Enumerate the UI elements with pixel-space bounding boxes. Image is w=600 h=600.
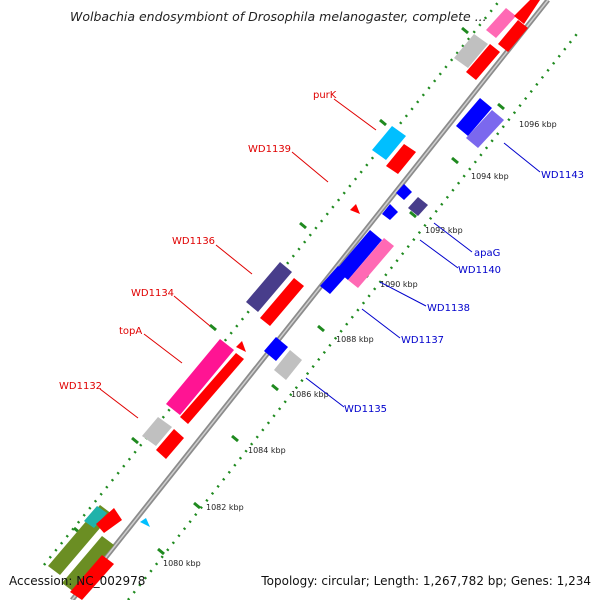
gene-label: WD1143 [541,170,584,181]
tick-label: 1094 kbp [471,172,509,181]
tick-label: 1096 kbp [519,120,557,129]
tick-label: 1082 kbp [206,503,244,512]
tick-label: 1088 kbp [336,335,374,344]
gene-label: topA [119,326,142,337]
gene-label: WD1140 [458,265,501,276]
gene-label: WD1135 [344,404,387,415]
tick-label: 1084 kbp [248,446,286,455]
bottom-strand-labels: WD1143 apaG WD1140 WD1138 WD1137 WD1135 [344,170,584,415]
tick-track-inner [128,30,580,600]
gene-feature [140,518,150,527]
gene-label: WD1136 [172,236,215,247]
gene-label: WD1137 [401,335,444,346]
accession-label: Accession: NC_002978 [9,574,145,588]
gene-label: WD1132 [59,381,102,392]
gene-label: apaG [474,248,500,259]
gene-label: WD1139 [248,144,291,155]
genome-summary: Topology: circular; Length: 1,267,782 bp… [261,574,591,588]
gene-label: WD1134 [131,288,174,299]
gene-feature [350,204,360,214]
gene-feature [236,341,246,352]
gene-label: purK [313,90,337,101]
top-strand-labels: purK WD1139 WD1136 WD1134 topA WD1132 [59,90,337,392]
tick-label: 1080 kbp [163,559,201,568]
gene-features [48,0,540,600]
gene-label: WD1138 [427,303,470,314]
